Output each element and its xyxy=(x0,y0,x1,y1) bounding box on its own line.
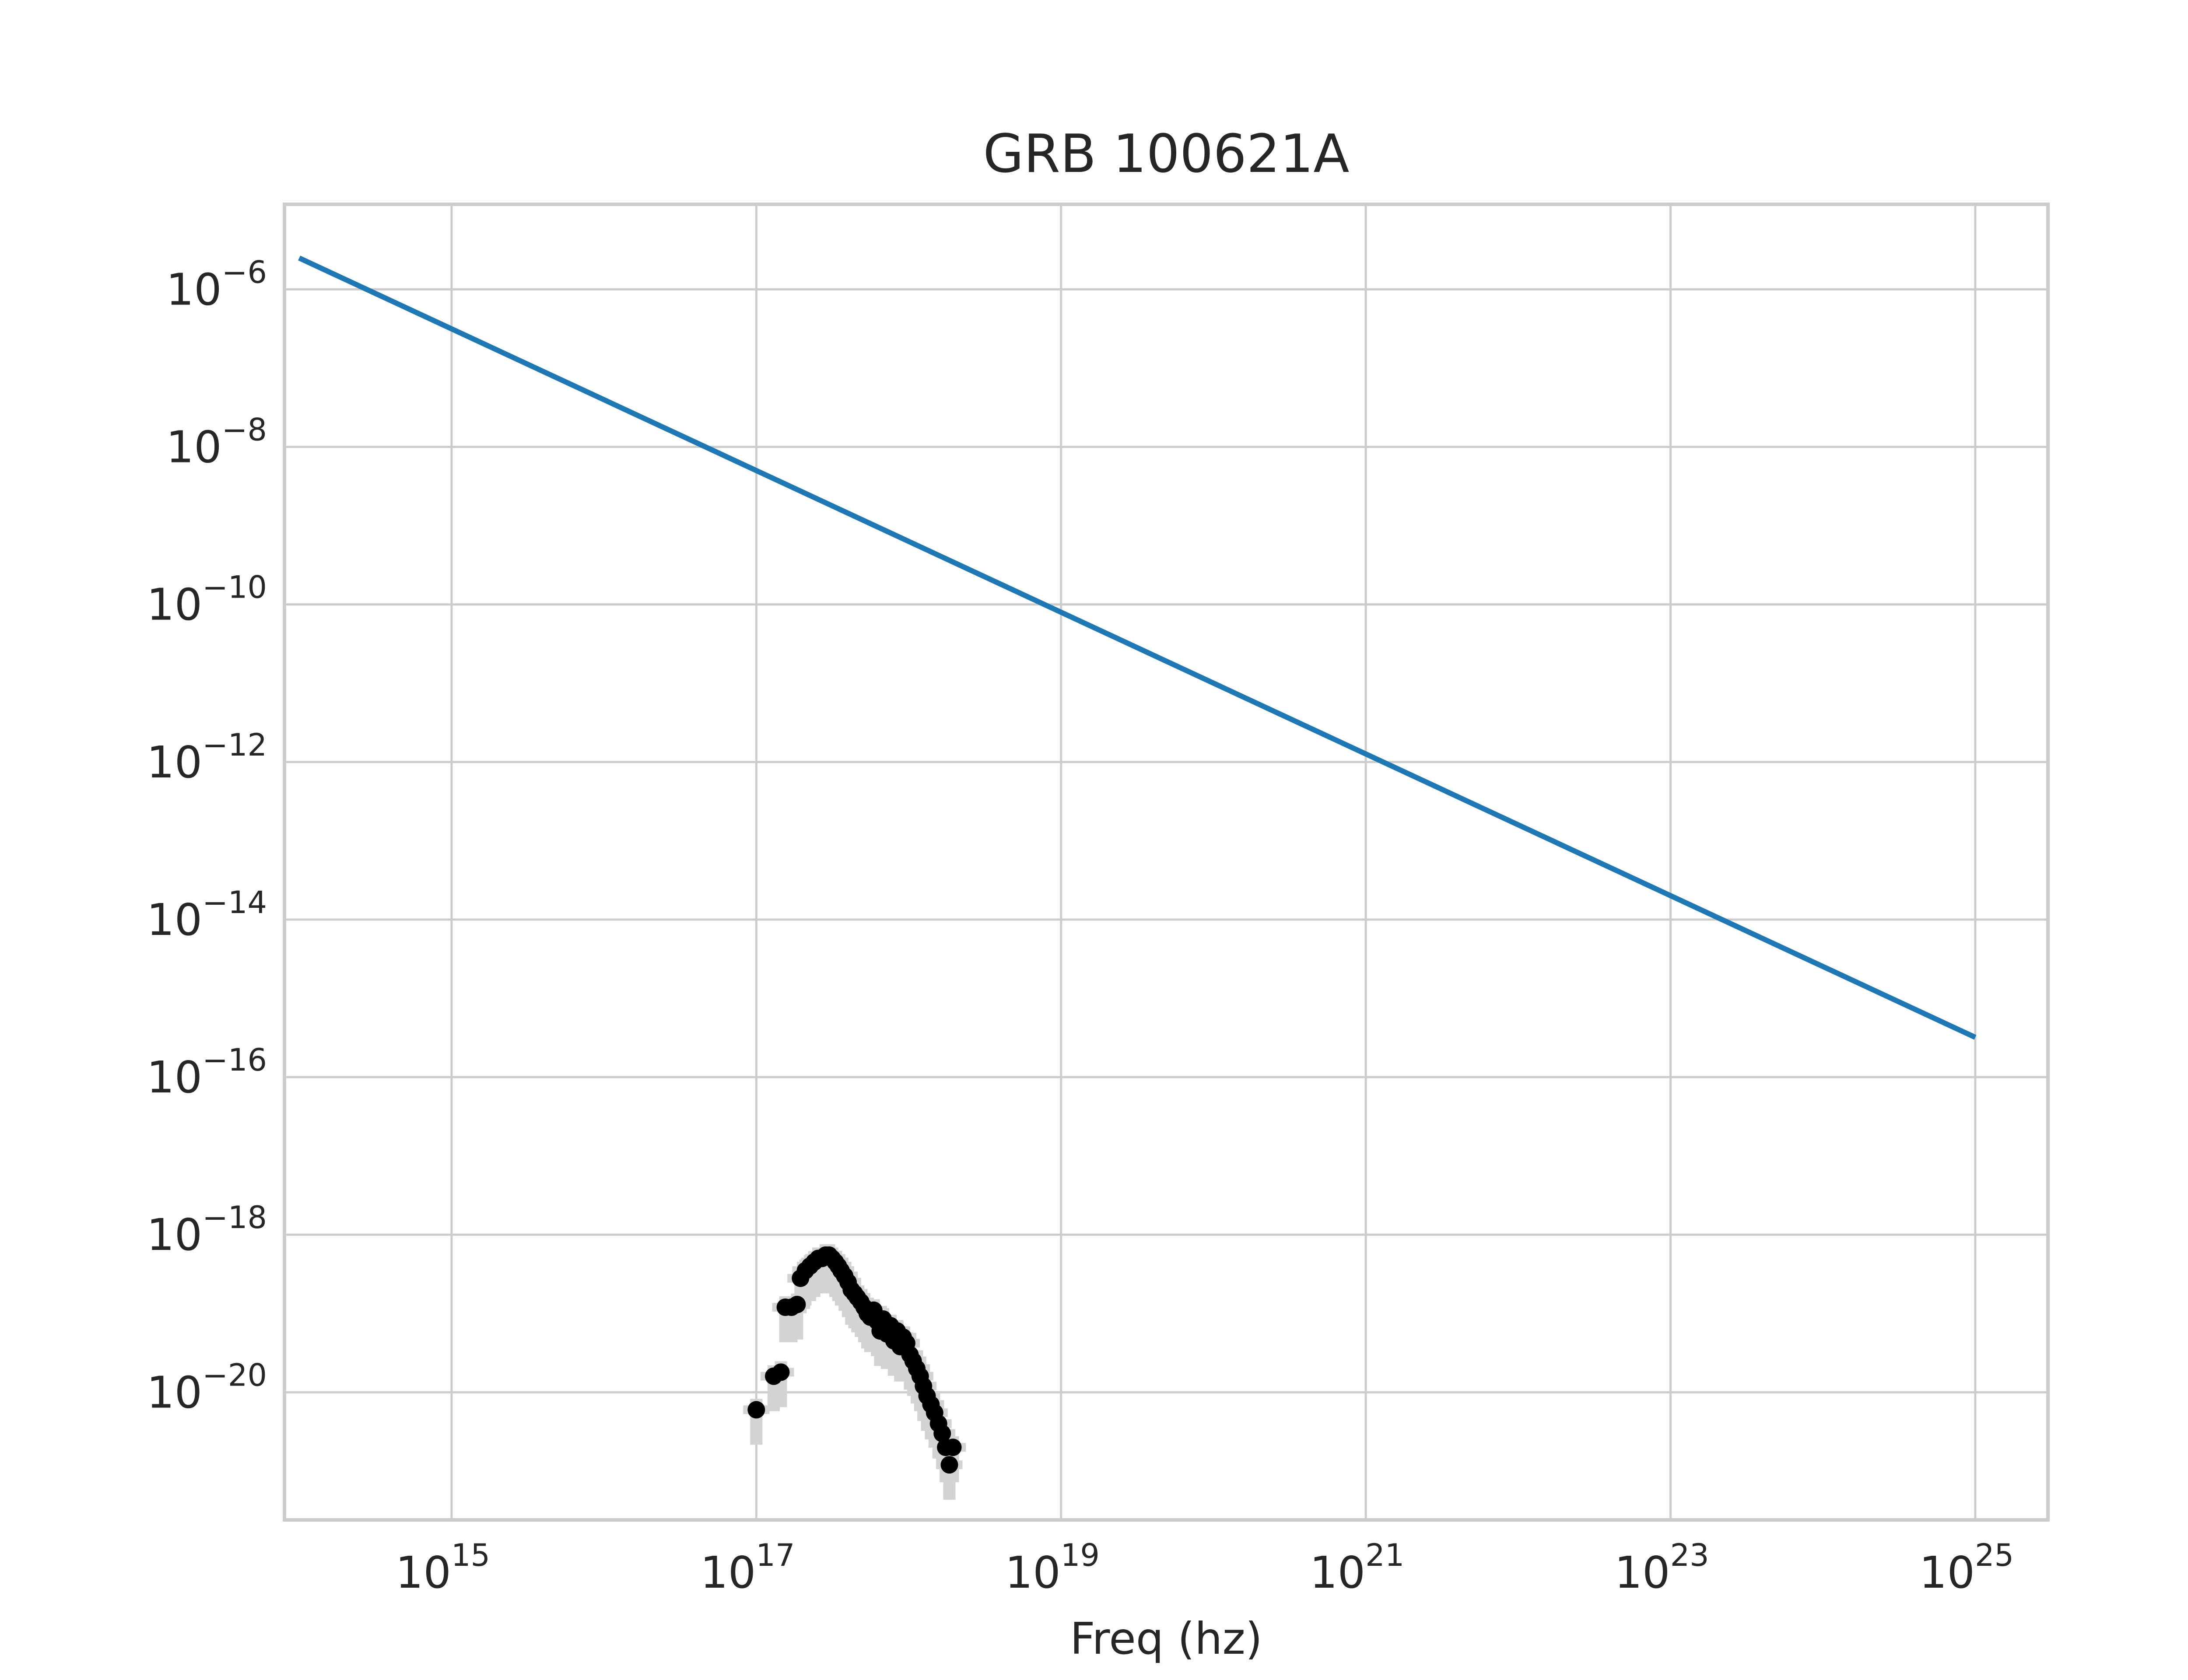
data-point xyxy=(940,1456,958,1474)
y-tick-label: 10−14 xyxy=(147,885,267,945)
x-tick-labels: 1015 1017 1019 1021 1023 1025 xyxy=(396,1537,2014,1598)
power-law-model-line xyxy=(298,256,1977,1040)
data-point xyxy=(788,1295,806,1313)
x-tick-label: 1017 xyxy=(700,1537,795,1598)
data-point xyxy=(933,1424,951,1442)
x-tick-label: 1025 xyxy=(1919,1537,2014,1598)
y-tick-label: 10−18 xyxy=(147,1200,267,1260)
data-point xyxy=(747,1401,765,1419)
y-tick-labels: 10−6 10−8 10−10 10−12 10−14 10−16 10−18 10−20 xyxy=(147,254,267,1418)
data-point xyxy=(944,1438,962,1456)
x-axis-label: Freq (hz) xyxy=(1070,1613,1262,1664)
y-tick-label: 10−8 xyxy=(166,412,267,472)
grid xyxy=(284,204,2048,1520)
data-series xyxy=(298,256,1977,1474)
x-tick-label: 1019 xyxy=(1005,1537,1100,1598)
data-point xyxy=(772,1363,790,1381)
x-tick-label: 1023 xyxy=(1614,1537,1709,1598)
plot-frame xyxy=(283,203,2050,1522)
y-tick-label: 10−20 xyxy=(147,1357,267,1418)
chart-title: GRB 100621A xyxy=(983,124,1349,185)
y-tick-label: 10−10 xyxy=(147,570,267,630)
y-tick-label: 10−6 xyxy=(166,254,267,315)
y-tick-label: 10−12 xyxy=(147,727,267,788)
y-tick-label: 10−16 xyxy=(147,1042,267,1103)
x-tick-label: 1021 xyxy=(1310,1537,1404,1598)
x-tick-label: 1015 xyxy=(396,1537,490,1598)
